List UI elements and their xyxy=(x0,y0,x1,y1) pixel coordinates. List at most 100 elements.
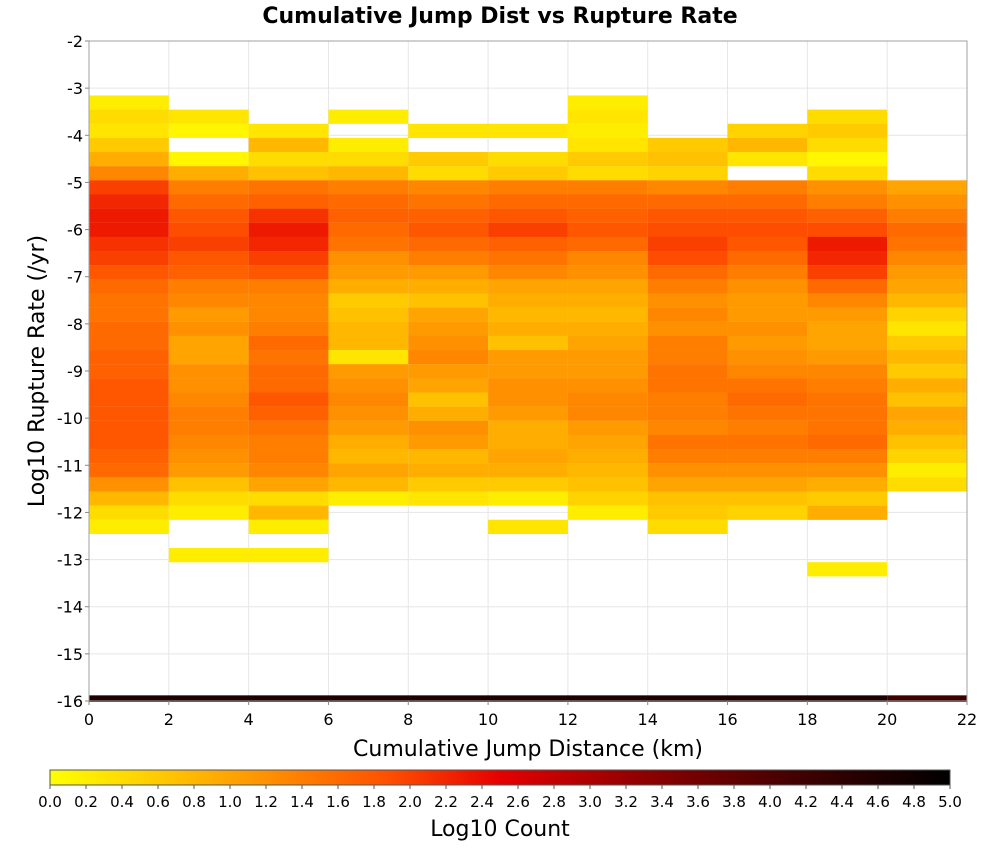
heatmap-cell xyxy=(647,222,728,238)
heatmap-cell xyxy=(488,307,568,322)
heatmap-cell xyxy=(89,166,169,181)
heatmap-cell xyxy=(408,194,489,209)
heatmap-cell xyxy=(328,208,409,223)
heatmap-cell xyxy=(168,265,249,280)
heatmap-cell xyxy=(488,350,568,365)
x-tick-label: 0 xyxy=(84,710,94,729)
heatmap-cell xyxy=(328,109,409,124)
heatmap-cell xyxy=(488,251,568,266)
colorbar xyxy=(49,769,951,786)
heatmap-cell xyxy=(89,491,169,506)
heatmap-cell xyxy=(727,449,808,464)
heatmap-cell xyxy=(488,293,568,308)
heatmap-cell xyxy=(168,505,249,520)
heatmap-cell xyxy=(89,123,169,139)
heatmap-cell xyxy=(328,364,409,379)
heatmap-cell xyxy=(807,236,888,252)
heatmap-cell xyxy=(408,491,489,506)
heatmap-cell xyxy=(328,251,409,266)
heatmap-cell xyxy=(567,491,648,506)
heatmap-cell xyxy=(567,378,648,393)
heatmap-cell xyxy=(807,434,888,450)
heatmap-cell xyxy=(488,279,568,294)
heatmap-cell xyxy=(328,279,409,294)
heatmap-cell xyxy=(488,477,568,492)
heatmap-cell xyxy=(168,350,249,365)
heatmap-cell xyxy=(408,406,489,421)
x-axis-ticks: 0 2 4 6 8 10 12 14 16 18 20 22 xyxy=(84,701,977,729)
heatmap-cell xyxy=(647,420,728,436)
heatmap-cell xyxy=(807,208,888,223)
heatmap-cell xyxy=(89,505,169,520)
colorbar-tick-label: 2.4 xyxy=(470,793,494,811)
heatmap-cell xyxy=(567,236,648,252)
heatmap-cell xyxy=(488,463,568,478)
heatmap-cell xyxy=(647,180,728,195)
heatmap-cell xyxy=(168,123,249,139)
heatmap-cell xyxy=(168,406,249,421)
heatmap-cell xyxy=(408,265,489,280)
heatmap-cell xyxy=(328,166,409,181)
heatmap-cell xyxy=(727,265,808,280)
heatmap-cell xyxy=(168,434,249,450)
heatmap-cell xyxy=(807,477,888,492)
heatmap-cell xyxy=(887,293,967,308)
colorbar-tick-label: 2.2 xyxy=(434,793,458,811)
heatmap-cell xyxy=(807,194,888,209)
y-tick-label: -7 xyxy=(67,268,83,287)
heatmap-cell xyxy=(887,265,967,280)
heatmap-cell xyxy=(887,364,967,379)
heatmap-cell xyxy=(727,434,808,450)
heatmap-cell xyxy=(647,519,728,535)
heatmap-cell xyxy=(727,463,808,478)
heatmap-cell xyxy=(89,293,169,308)
heatmap-cell xyxy=(89,420,169,436)
heatmap-cell xyxy=(887,236,967,252)
heatmap-cell xyxy=(248,505,329,520)
heatmap-cell xyxy=(887,222,967,238)
heatmap-cell xyxy=(89,222,169,238)
heatmap-cell xyxy=(89,449,169,464)
heatmap-cell xyxy=(168,449,249,464)
y-tick-label: -12 xyxy=(57,503,83,522)
heatmap-cell xyxy=(248,463,329,478)
heatmap-cell xyxy=(328,350,409,365)
heatmap-cell xyxy=(488,123,568,139)
heatmap-cell xyxy=(248,152,329,167)
heatmap-cell xyxy=(727,208,808,223)
heatmap-cell xyxy=(248,449,329,464)
colorbar-tick-label: 4.6 xyxy=(866,793,890,811)
heatmap-cell xyxy=(488,335,568,351)
heatmap-cell xyxy=(408,279,489,294)
heatmap-cell xyxy=(887,406,967,421)
heatmap-cell xyxy=(328,137,409,153)
heatmap-cell xyxy=(168,109,249,124)
heatmap-cell xyxy=(727,477,808,492)
heatmap-cell xyxy=(887,335,967,351)
heatmap-cell xyxy=(567,321,648,337)
heatmap-cell xyxy=(408,152,489,167)
heatmap-cell xyxy=(807,152,888,167)
heatmap-cell xyxy=(807,406,888,421)
heatmap-cell xyxy=(807,562,888,577)
heatmap-cell xyxy=(248,364,329,379)
heatmap-cell xyxy=(248,307,329,322)
colorbar-tick-label: 2.6 xyxy=(506,793,530,811)
colorbar-tick-label: 0.8 xyxy=(182,793,206,811)
x-tick-label: 18 xyxy=(797,710,817,729)
heatmap-cell xyxy=(727,350,808,365)
heatmap-cell xyxy=(807,505,888,520)
heatmap-cell xyxy=(328,378,409,393)
heatmap-cell xyxy=(89,406,169,421)
colorbar-tick-label: 4.4 xyxy=(830,793,854,811)
heatmap-cell xyxy=(89,695,888,702)
heatmap-cell xyxy=(647,166,728,181)
x-tick-label: 10 xyxy=(478,710,498,729)
heatmap-cell xyxy=(328,335,409,351)
heatmap-cell xyxy=(887,350,967,365)
heatmap-cell xyxy=(567,152,648,167)
heatmap-cell xyxy=(727,364,808,379)
heatmap-cell xyxy=(328,434,409,450)
y-tick-label: -9 xyxy=(67,362,83,381)
heatmap-cell xyxy=(887,251,967,266)
